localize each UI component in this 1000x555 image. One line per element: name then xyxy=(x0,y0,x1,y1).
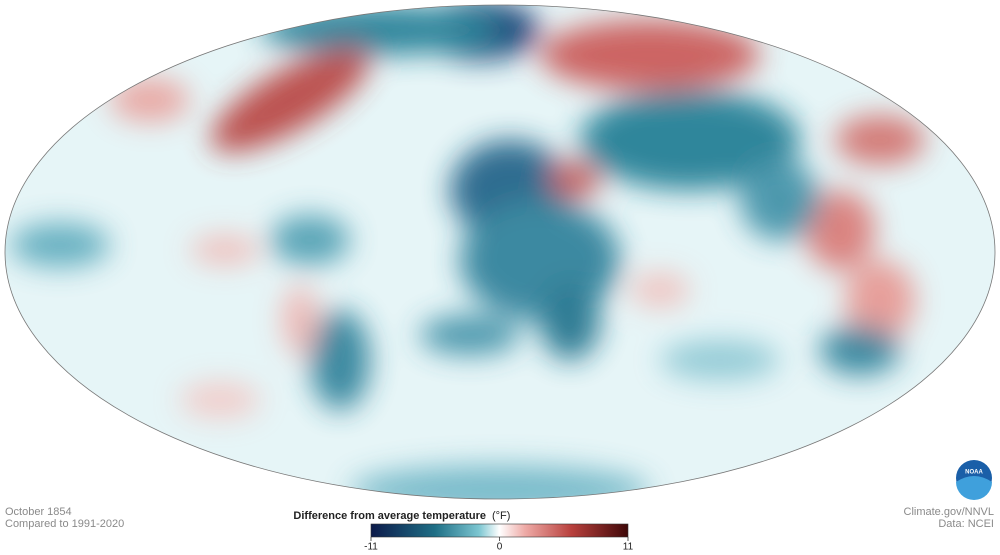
noaa-logo: NOAA xyxy=(956,460,992,500)
map-outline xyxy=(4,4,996,500)
logo-text: NOAA xyxy=(965,470,983,476)
tick-label: -11 xyxy=(364,542,378,553)
baseline-label: Compared to 1991-2020 xyxy=(5,518,124,530)
legend-ticks: -11 0 11 xyxy=(364,537,634,553)
date-label: October 1854 xyxy=(5,506,72,518)
color-scale xyxy=(370,523,629,538)
credit-label: Climate.gov/NNVL xyxy=(904,506,994,518)
source-label: Data: NCEI xyxy=(938,518,994,530)
legend-title: Difference from average temperature xyxy=(293,510,486,522)
tick-label: 0 xyxy=(497,542,503,553)
tick-label: 11 xyxy=(623,542,634,553)
legend-unit: (°F) xyxy=(492,510,510,522)
